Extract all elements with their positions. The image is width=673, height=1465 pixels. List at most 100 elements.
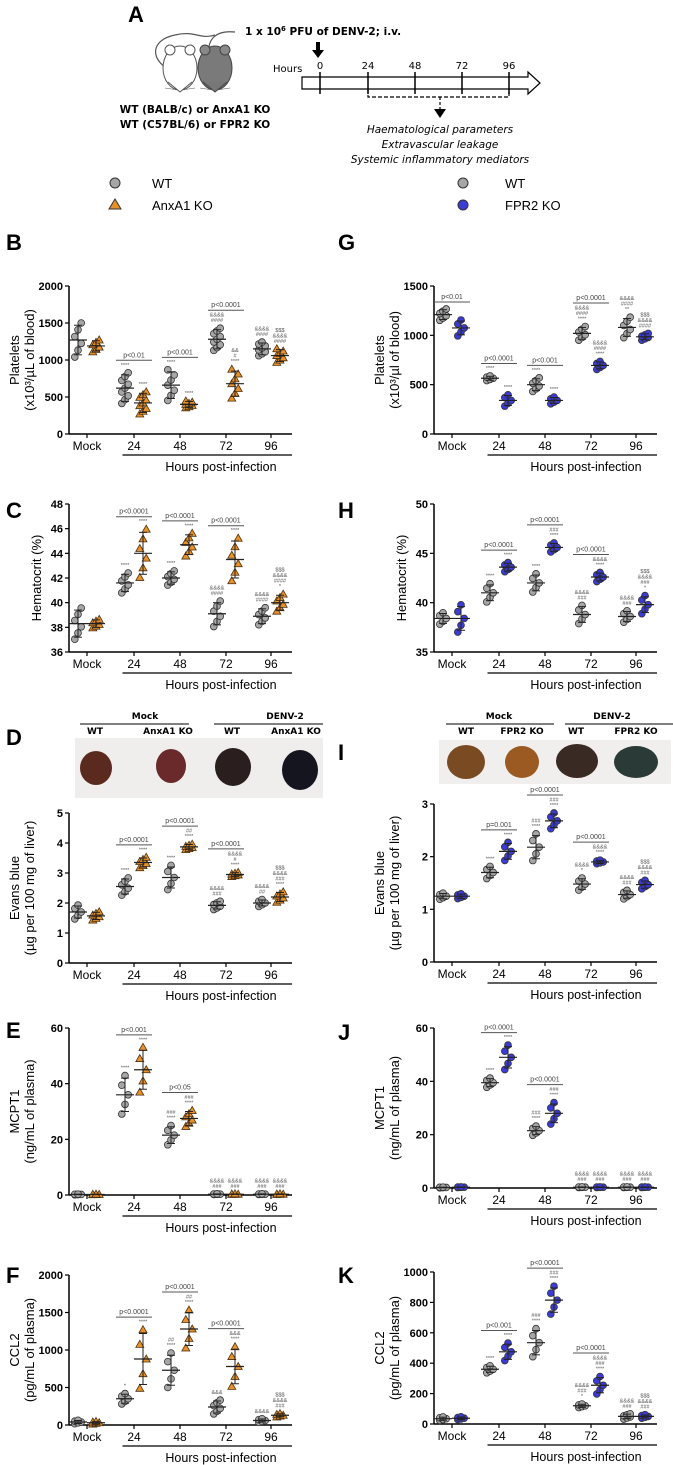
data-point-circle bbox=[453, 628, 462, 636]
p-value-label: p<0.001 bbox=[121, 1027, 147, 1034]
timepoint-label: 72 bbox=[456, 61, 469, 72]
panel-letter: C bbox=[6, 498, 22, 523]
significance-symbol: **** bbox=[121, 563, 130, 569]
panel-letter: E bbox=[6, 1018, 21, 1043]
data-point-triangle bbox=[227, 364, 237, 373]
y-tick-label: 0 bbox=[422, 429, 428, 441]
significance-symbol: **** bbox=[231, 862, 240, 868]
significance-symbol: **** bbox=[504, 385, 513, 391]
y-axis-title: (pg/mL of plasma) bbox=[387, 1296, 402, 1400]
significance-symbol: &&&& bbox=[273, 1178, 288, 1184]
x-tick-label: 96 bbox=[264, 657, 278, 671]
significance-symbol: **** bbox=[185, 834, 194, 840]
data-point-circle bbox=[216, 897, 225, 906]
mouse-ko-icon bbox=[197, 31, 236, 93]
significance-symbol: &&&& bbox=[210, 886, 225, 892]
significance-symbol: # bbox=[233, 354, 237, 360]
strain-line-2: WT (C57BL/6) or FPR2 KO bbox=[120, 119, 270, 131]
p-value-label: p<0.01 bbox=[123, 352, 145, 359]
significance-symbol: ### bbox=[622, 601, 632, 607]
x-tick-label: 96 bbox=[264, 1430, 278, 1444]
p-value-label: p<0.01 bbox=[441, 294, 463, 301]
p-value-label: p<0.001 bbox=[486, 1323, 512, 1330]
y-tick-label: 0 bbox=[422, 957, 428, 969]
significance-symbol: $$$ bbox=[275, 1393, 284, 1399]
p-value-label: p<0.001 bbox=[532, 357, 558, 364]
mouse-wt-icon bbox=[155, 32, 216, 93]
x-tick-label: 72 bbox=[219, 657, 233, 671]
y-axis-title: (ng/mL of plasma) bbox=[22, 1059, 37, 1163]
x-tick-label: Mock bbox=[73, 1430, 103, 1444]
y-tick-label: 1000 bbox=[404, 330, 428, 342]
significance-symbol: &&&& bbox=[255, 592, 270, 598]
data-point-triangle bbox=[94, 906, 104, 916]
data-point-circle bbox=[124, 569, 132, 577]
y-tick-label: 46 bbox=[51, 524, 63, 536]
significance-symbol: * bbox=[644, 586, 647, 592]
y-axis-title: (pg/mL of plasma) bbox=[22, 1298, 37, 1402]
significance-symbol: &&&& bbox=[620, 296, 635, 302]
x-tick-label: 72 bbox=[219, 968, 233, 982]
photo-label: WT bbox=[458, 727, 475, 737]
x-tick-label: 24 bbox=[127, 968, 141, 982]
x-tick-label: 96 bbox=[264, 968, 278, 982]
x-axis-title: Hours post-infection bbox=[530, 1214, 641, 1228]
p-value-label: p<0.0001 bbox=[576, 295, 605, 302]
significance-symbol: &&&& bbox=[575, 590, 590, 596]
p-value-label: p<0.0001 bbox=[530, 1260, 559, 1267]
p-value-label: p<0.0001 bbox=[484, 542, 513, 549]
significance-symbol: * bbox=[581, 1394, 584, 1400]
significance-symbol: ### bbox=[640, 870, 650, 876]
y-tick-label: 40 bbox=[51, 1079, 63, 1091]
x-tick-label: 24 bbox=[492, 1429, 506, 1443]
significance-symbol: &&&& bbox=[228, 851, 243, 857]
x-tick-label: 96 bbox=[629, 1193, 643, 1207]
x-tick-label: 72 bbox=[219, 1200, 233, 1214]
panel-h-chart: H 35 40 45 50 Mock 24 48 72 96 Hours post-infectio… bbox=[338, 498, 657, 692]
dose-label: 1 x 106 PFU of DENV-2; i.v. bbox=[245, 25, 401, 38]
significance-symbol: **** bbox=[276, 882, 285, 888]
significance-symbol: **** bbox=[486, 1068, 495, 1074]
data-point-circle bbox=[500, 1065, 509, 1074]
data-point-triangle bbox=[227, 1381, 237, 1390]
significance-symbol: **** bbox=[532, 368, 541, 374]
photo-label: AnxA1 KO bbox=[143, 727, 193, 737]
x-tick-label: Mock bbox=[438, 439, 468, 453]
data-point-circle bbox=[77, 622, 85, 631]
panel-letter: A bbox=[128, 2, 144, 27]
data-point-circle bbox=[453, 607, 462, 616]
x-tick-label: Mock bbox=[73, 657, 103, 671]
y-tick-label: 500 bbox=[45, 1383, 63, 1395]
p-value-label: p<0.0001 bbox=[484, 355, 513, 362]
y-axis-title: (µg per 100 mg of liver) bbox=[22, 821, 37, 956]
panel-letter: I bbox=[338, 740, 344, 765]
x-axis-title: Hours post-infection bbox=[530, 1450, 641, 1464]
significance-symbol: &&&& bbox=[593, 845, 608, 851]
significance-symbol: ### bbox=[595, 1361, 605, 1367]
significance-symbol: **** bbox=[121, 868, 130, 874]
x-tick-label: 24 bbox=[127, 1430, 141, 1444]
significance-symbol: && bbox=[231, 348, 239, 354]
significance-symbol: **** bbox=[532, 1319, 541, 1325]
x-tick-label: 24 bbox=[127, 657, 141, 671]
data-point-circle bbox=[77, 319, 85, 327]
y-tick-label: 20 bbox=[416, 1130, 428, 1142]
panel-letter: D bbox=[6, 725, 22, 750]
x-tick-label: 72 bbox=[584, 439, 598, 453]
significance-symbol: **** bbox=[231, 1337, 240, 1343]
significance-symbol: **** bbox=[139, 847, 148, 853]
significance-symbol: **** bbox=[550, 387, 559, 393]
significance-symbol: **** bbox=[121, 363, 130, 369]
y-tick-label: 800 bbox=[410, 1297, 428, 1309]
significance-symbol: ## bbox=[259, 890, 266, 896]
significance-symbol: ### bbox=[577, 1177, 587, 1183]
data-point-circle bbox=[261, 614, 270, 622]
hours-label: Hours bbox=[273, 64, 302, 75]
data-point-triangle bbox=[181, 551, 191, 560]
y-tick-label: 0 bbox=[422, 1419, 428, 1431]
data-point-triangle bbox=[141, 524, 151, 533]
y-axis-title: (x10³/µL of blood) bbox=[22, 309, 37, 411]
significance-symbol: #### bbox=[639, 323, 652, 329]
y-tick-label: 0 bbox=[57, 1190, 63, 1202]
p-value-label: p<0.0001 bbox=[576, 546, 605, 553]
